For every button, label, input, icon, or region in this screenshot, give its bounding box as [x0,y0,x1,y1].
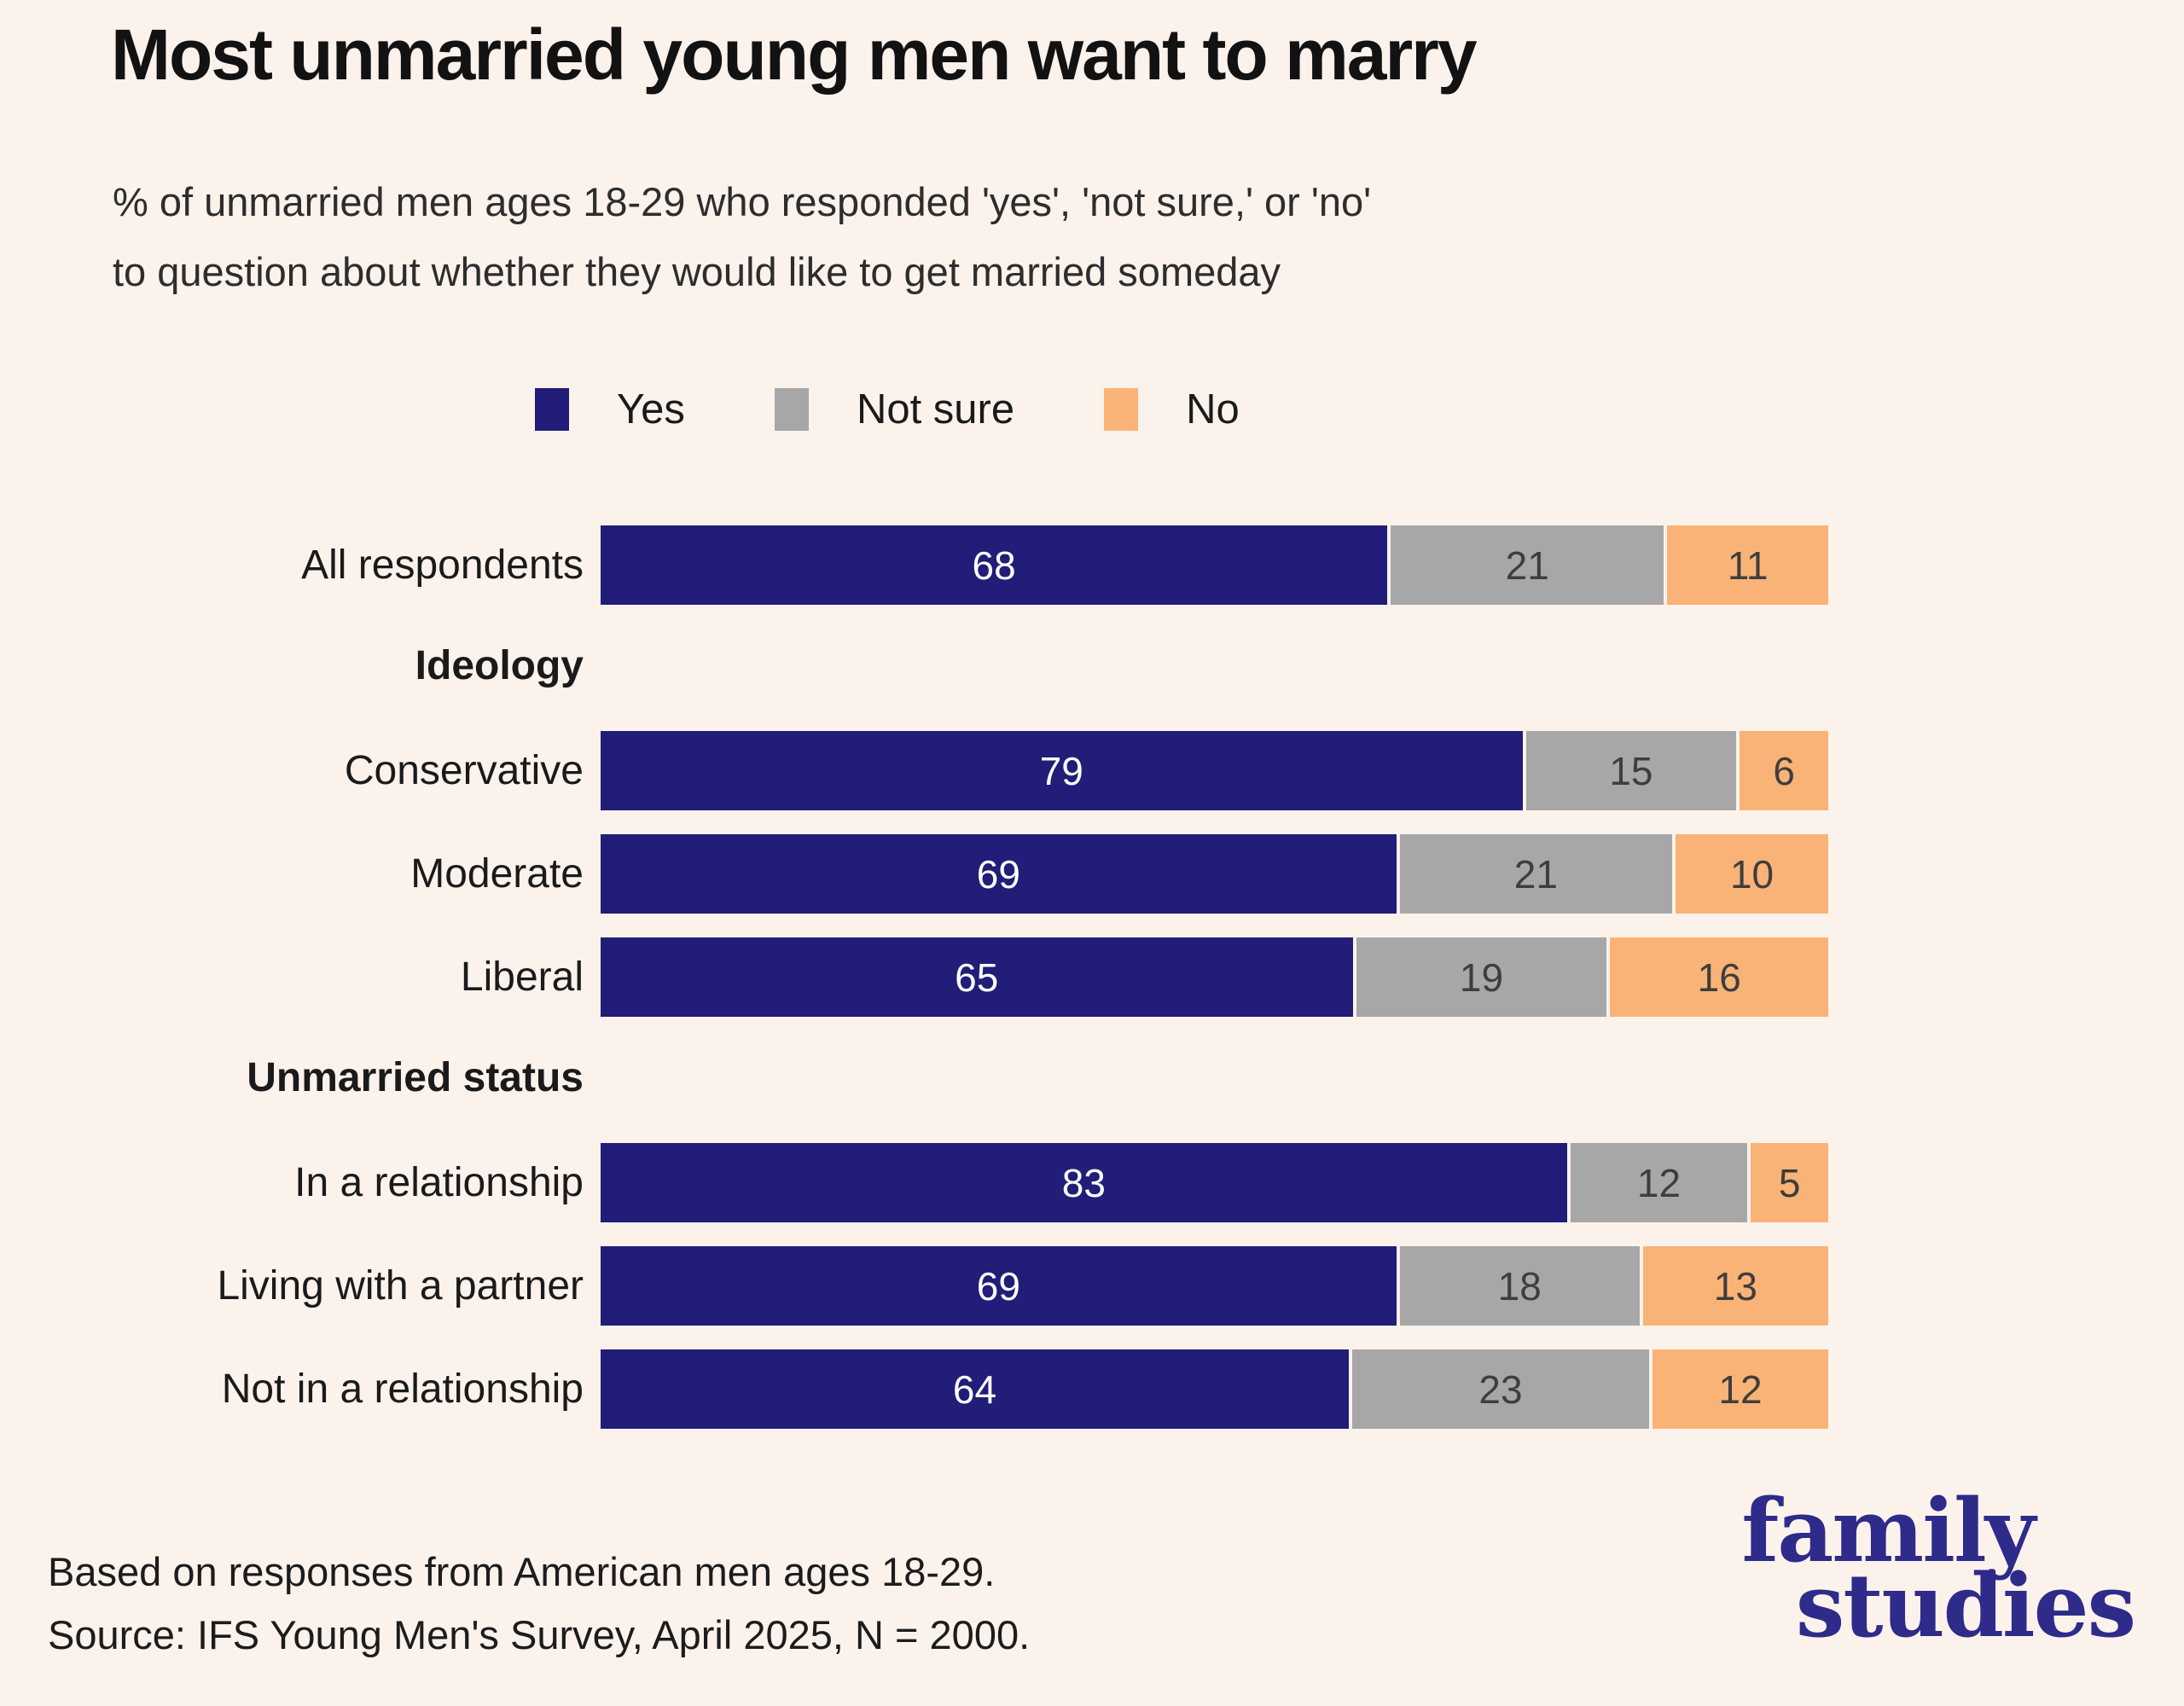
bar-segment-not-sure: 19 [1356,937,1607,1017]
page-title: Most unmarried young men want to marry [111,15,1478,95]
bar-segment-not-sure: 23 [1352,1349,1649,1429]
legend: Yes Not sure No [535,386,1240,433]
legend-item-not-sure: Not sure [774,386,1015,433]
group-header-label: Ideology [415,642,584,688]
bar-track: 83 12 5 [601,1143,1829,1222]
row-label: Not in a relationship [221,1367,584,1412]
legend-label: Yes [617,386,685,432]
group-header: Ideology [0,641,2184,690]
legend-swatch-icon [1104,388,1139,431]
bar-segment-not-sure: 21 [1399,834,1673,914]
legend-label: No [1186,386,1240,432]
legend-label: Not sure [856,386,1015,432]
footnote-line-1: Based on responses from American men age… [48,1549,996,1594]
footnote-line-2: Source: IFS Young Men's Survey, April 20… [48,1612,1031,1657]
bar-segment-no: 10 [1676,834,1828,914]
bar-track: 65 19 16 [601,937,1828,1017]
subtitle-line-1: % of unmarried men ages 18-29 who respon… [113,179,1372,224]
bar-row: Moderate 69 21 10 [0,834,2184,914]
bar-segment-not-sure: 21 [1391,525,1664,605]
subtitle-line-2: to question about whether they would lik… [113,249,1281,294]
bar-segment-no: 5 [1751,1143,1829,1222]
row-label: Living with a partner [217,1263,584,1309]
bar-segment-no: 13 [1642,1246,1829,1326]
bar-track: 64 23 12 [601,1349,1828,1429]
bar-track: 69 21 10 [601,834,1828,914]
bar-segment-yes: 79 [601,731,1523,810]
bar-segment-not-sure: 18 [1399,1246,1640,1326]
legend-item-yes: Yes [535,386,685,433]
bar-segment-no: 6 [1740,731,1828,810]
bar-row: Liberal 65 19 16 [0,937,2184,1017]
bar-track: 79 15 6 [601,731,1828,810]
row-label: Moderate [410,851,584,897]
group-header: Unmarried status [0,1053,2184,1102]
group-header-label: Unmarried status [247,1054,584,1100]
bar-track: 69 18 13 [601,1246,1829,1326]
bar-track: 68 21 11 [601,525,1828,605]
bar-segment-yes: 83 [601,1143,1567,1222]
bar-row: All respondents 68 21 11 [0,525,2184,605]
bar-row: In a relationship 83 12 5 [0,1143,2184,1222]
bar-segment-not-sure: 12 [1570,1143,1748,1222]
logo-word-studies: studies [1795,1555,2136,1657]
bar-segment-yes: 65 [601,937,1353,1017]
bar-segment-no: 16 [1610,937,1828,1017]
bar-row: Living with a partner 69 18 13 [0,1246,2184,1326]
bar-row: Conservative 79 15 6 [0,731,2184,810]
bar-row: Not in a relationship 64 23 12 [0,1349,2184,1429]
row-label: Liberal [460,955,584,1000]
bar-segment-no: 11 [1667,525,1828,605]
row-label: All respondents [301,543,584,588]
bar-segment-not-sure: 15 [1525,731,1737,810]
row-label: In a relationship [294,1160,584,1205]
bar-segment-yes: 64 [601,1349,1350,1429]
stacked-bar-chart: All respondents 68 21 11 Ideology Conservativ… [0,525,2184,1429]
legend-swatch-icon [774,388,809,431]
row-label: Conservative [344,748,584,793]
bar-segment-yes: 69 [601,834,1397,914]
footnote: Based on responses from American men age… [48,1541,1030,1667]
bar-segment-no: 12 [1652,1349,1828,1429]
chart-subtitle: % of unmarried men ages 18-29 who respon… [113,167,1371,307]
bar-segment-yes: 69 [601,1246,1397,1326]
legend-item-no: No [1104,386,1240,433]
family-studies-logo: family studies [1741,1480,2136,1657]
legend-swatch-icon [535,388,569,431]
logo-word-family: family [1741,1480,2036,1582]
bar-segment-yes: 68 [601,525,1388,605]
